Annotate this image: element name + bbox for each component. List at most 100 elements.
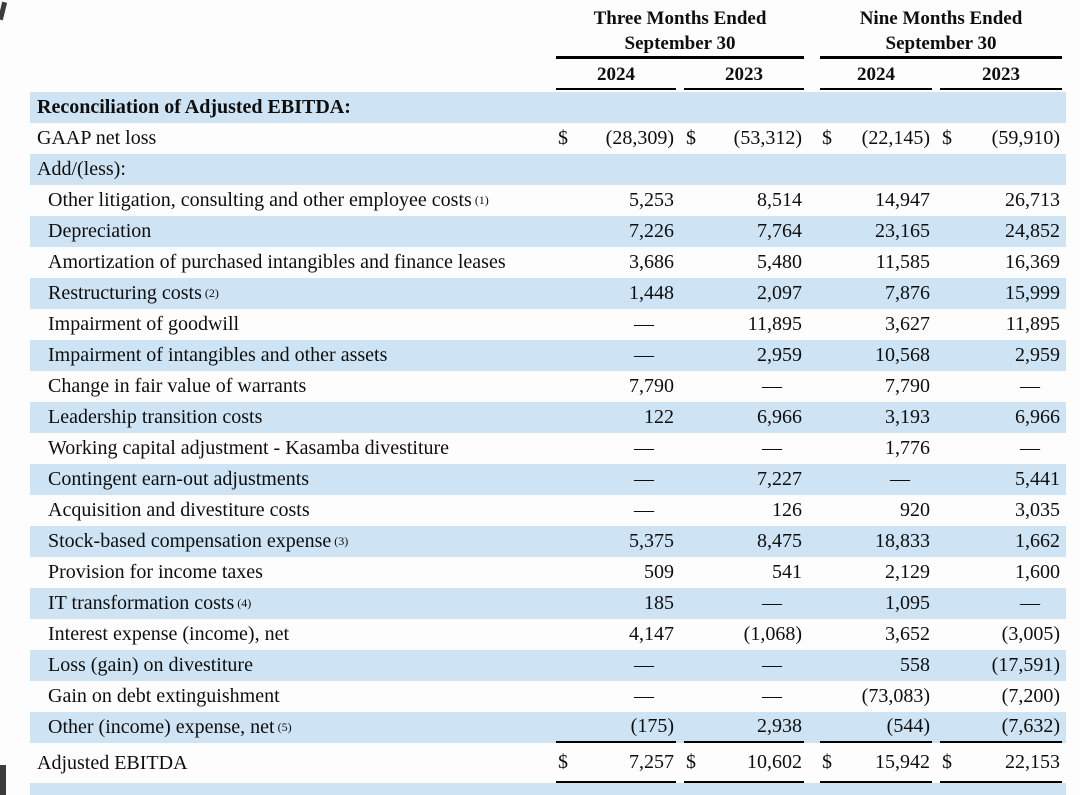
cell-value: —: [762, 592, 782, 614]
row-label: Interest expense (income), net: [30, 619, 556, 650]
cell-value: 5,375: [629, 530, 674, 552]
table-row: Depreciation 7,226 7,764 23,165 24,852: [30, 216, 1066, 247]
year-header-row: 2024 2023 2024 2023: [30, 62, 1066, 90]
row-label-text: GAAP net loss: [37, 127, 157, 149]
cell-value: 15,942: [875, 750, 930, 773]
row-label-text: IT transformation costs: [48, 592, 235, 614]
value-cell: —: [684, 588, 804, 619]
cell-value: 4,147: [629, 623, 674, 645]
row-label-text: Leadership transition costs: [48, 406, 263, 428]
value-cell: [684, 154, 804, 185]
value-cell: —: [940, 371, 1062, 402]
table-row: Provision for income taxes 509 541 2,129…: [30, 557, 1066, 588]
cell-value: —: [634, 468, 654, 490]
value-cell: 18,833: [820, 526, 932, 557]
value-cell: 11,585: [820, 247, 932, 278]
value-cell: —: [820, 464, 932, 495]
value-cell: 541: [684, 557, 804, 588]
cell-value: 11,585: [875, 251, 930, 273]
value-cell: 6,966: [940, 402, 1062, 433]
value-cell: 1,095: [820, 588, 932, 619]
cell-value: —: [1020, 592, 1040, 614]
cell-value: (7,200): [1001, 685, 1060, 707]
cell-value: 14,947: [875, 189, 930, 211]
value-cell: 558: [820, 650, 932, 681]
value-cell: 11,895: [684, 309, 804, 340]
value-cell: —: [556, 340, 676, 371]
value-cell: 185: [556, 588, 676, 619]
cell-value: 1,095: [885, 592, 930, 614]
scan-artifact: [0, 1, 8, 21]
table-row: IT transformation costs (4) 185 — 1,095 —: [30, 588, 1066, 619]
cell-value: (22,145): [861, 127, 930, 149]
table-row: Restructuring costs (2) 1,448 2,097 7,876…: [30, 278, 1066, 309]
cell-value: 122: [644, 406, 674, 428]
value-cell: [940, 154, 1062, 185]
bottom-strip: [30, 783, 1066, 795]
value-cell: —: [940, 433, 1062, 464]
cell-value: 8,514: [757, 189, 802, 211]
cell-value: 26,713: [1005, 189, 1060, 211]
cell-value: 1,448: [629, 282, 674, 304]
value-cell: $7,257: [556, 743, 676, 787]
cell-value: —: [762, 685, 782, 707]
row-label: Change in fair value of warrants: [30, 371, 556, 402]
value-cell: 7,876: [820, 278, 932, 309]
value-cell: 24,852: [940, 216, 1062, 247]
cell-value: 3,035: [1015, 499, 1060, 521]
row-label-text: Provision for income taxes: [48, 561, 263, 583]
cell-value: 1,662: [1015, 530, 1060, 552]
row-label-text: Other (income) expense, net: [48, 716, 275, 738]
value-cell: (7,200): [940, 681, 1062, 712]
cell-value: —: [634, 437, 654, 459]
cell-value: —: [634, 685, 654, 707]
row-label: Restructuring costs (2): [48, 282, 219, 304]
table-row: Loss (gain) on divestiture — — 558 (17,5…: [30, 650, 1066, 681]
cell-value: 10,602: [747, 750, 802, 773]
cell-value: 2,129: [885, 561, 930, 583]
cell-value: (17,591): [991, 654, 1060, 676]
value-cell: 3,686: [556, 247, 676, 278]
value-cell: 2,129: [820, 557, 932, 588]
value-cell: $ (28,309): [556, 123, 676, 154]
row-label: Acquisition and divestiture costs: [30, 495, 556, 526]
value-cell: —: [684, 371, 804, 402]
cell-value: 3,193: [885, 406, 930, 428]
cell-value: 2,959: [757, 344, 802, 366]
value-cell: $ (53,312): [684, 123, 804, 154]
cell-value: 7,790: [885, 375, 930, 397]
cell-value: 22,153: [1005, 750, 1060, 773]
cell-value: 1,600: [1015, 561, 1060, 583]
cell-value: 7,876: [885, 282, 930, 304]
table-row: GAAP net loss $ (28,309) $ (53,312) $ (22,1…: [30, 123, 1066, 154]
value-cell: 6,966: [684, 402, 804, 433]
value-cell: —: [684, 650, 804, 681]
cell-value: (544): [886, 715, 930, 737]
cell-value: (28,309): [605, 127, 674, 149]
cell-value: 2,938: [757, 715, 802, 737]
cell-value: 6,966: [1015, 406, 1060, 428]
value-cell: [820, 154, 932, 185]
column-group-nine-months: Nine Months Ended September 30: [820, 0, 1062, 59]
cell-value: 18,833: [875, 530, 930, 552]
value-cell: —: [556, 433, 676, 464]
value-cell: 15,999: [940, 278, 1062, 309]
value-cell: $10,602: [684, 743, 804, 787]
value-cell: [940, 92, 1062, 123]
value-cell: 3,652: [820, 619, 932, 650]
table-row: Gain on debt extinguishment — — (73,083)…: [30, 681, 1066, 712]
table-body: Reconciliation of Adjusted EBITDA: GAAP …: [30, 92, 1066, 787]
cell-value: 11,895: [1005, 313, 1060, 335]
value-cell: $22,153: [940, 743, 1062, 787]
row-label: Amortization of purchased intangibles an…: [30, 247, 556, 278]
row-label: Other (income) expense, net (5): [48, 716, 292, 738]
value-cell: 2,097: [684, 278, 804, 309]
value-cell: [820, 92, 932, 123]
value-cell: (544): [820, 712, 932, 743]
dollar-sign: $: [942, 127, 952, 149]
row-label: Add/(less):: [30, 154, 556, 185]
row-label: Loss (gain) on divestiture: [30, 650, 556, 681]
row-label-text: Restructuring costs: [48, 282, 202, 304]
value-cell: 509: [556, 557, 676, 588]
